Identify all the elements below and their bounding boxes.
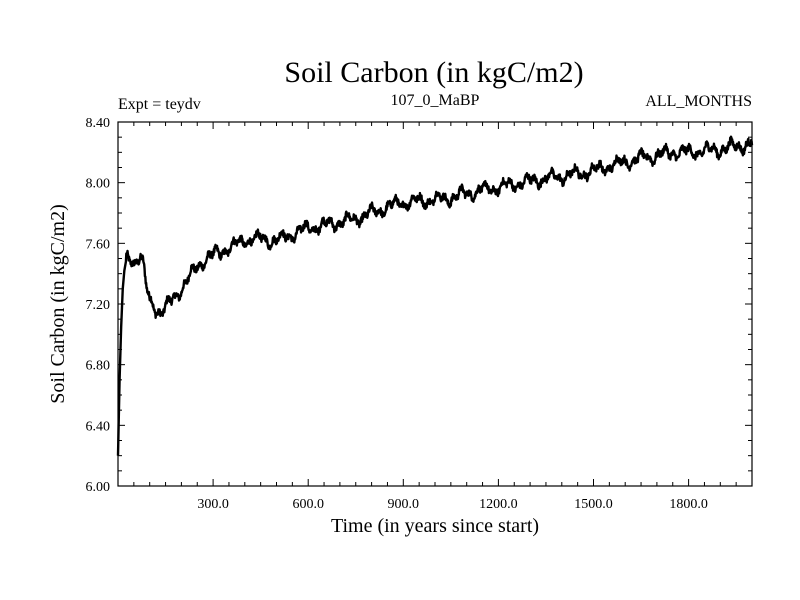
- y-tick-label: 7.20: [86, 298, 111, 313]
- x-tick-label: 900.0: [388, 497, 420, 512]
- soil-carbon-series-line: [116, 135, 754, 456]
- chart-title: Soil Carbon (in kgC/m2): [284, 56, 583, 89]
- experiment-label: Expt = teydv: [118, 96, 201, 113]
- y-tick-label: 6.00: [86, 480, 111, 495]
- y-tick-label: 8.00: [86, 177, 111, 192]
- months-label: ALL_MONTHS: [645, 93, 752, 110]
- plot-frame: [117, 121, 753, 487]
- x-tick-label: 600.0: [292, 497, 324, 512]
- x-tick-label: 1500.0: [574, 497, 613, 512]
- period-label: 107_0_MaBP: [391, 92, 480, 109]
- y-tick-label: 7.60: [86, 237, 111, 252]
- y-tick-label: 6.80: [86, 359, 111, 374]
- y-tick-label: 8.40: [86, 116, 111, 131]
- x-tick-label: 300.0: [197, 497, 229, 512]
- y-tick-label: 6.40: [86, 419, 111, 434]
- x-axis-label: Time (in years since start): [331, 515, 539, 537]
- x-tick-label: 1200.0: [479, 497, 518, 512]
- y-axis-ticks: 6.00 6.40 6.80 7.20 7.60 8.00 8.40: [86, 116, 752, 495]
- x-tick-label: 1800.0: [669, 497, 708, 512]
- y-axis-label: Soil Carbon (in kgC/m2): [47, 204, 69, 403]
- x-axis-ticks: 300.0 600.0 900.0 1200.0 1500.0 1800.0: [133, 122, 737, 512]
